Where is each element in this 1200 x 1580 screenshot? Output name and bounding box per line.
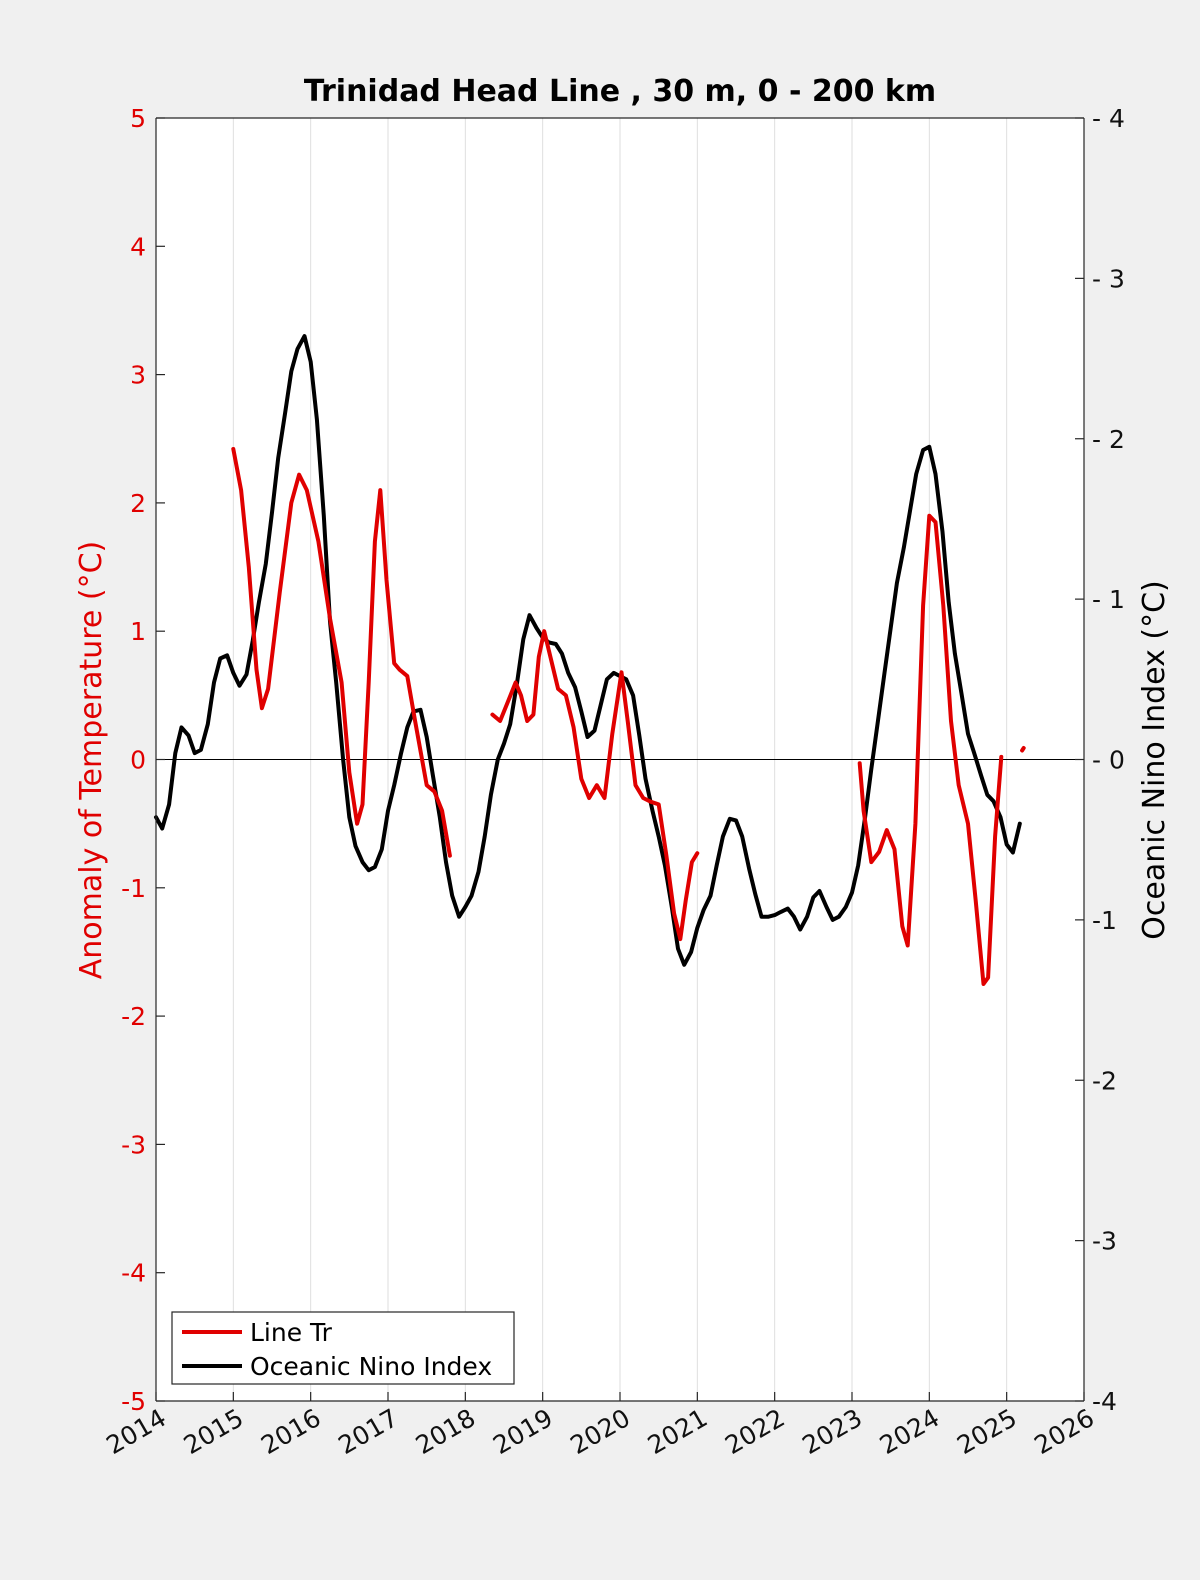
left-tick-label: 5 — [130, 104, 146, 133]
left-tick-label: 4 — [130, 232, 146, 261]
right-tick-label: -4 — [1092, 1387, 1117, 1416]
right-tick-label: -3 — [1092, 1227, 1117, 1256]
right-tick-label: -1 — [1092, 906, 1117, 935]
legend-label-line-tr: Line Tr — [250, 1318, 333, 1347]
chart-title: Trinidad Head Line , 30 m, 0 - 200 km — [304, 74, 936, 109]
left-tick-label: 3 — [130, 361, 146, 390]
series-line-line-tr — [1020, 746, 1026, 753]
left-tick-label: 0 — [130, 746, 146, 775]
right-tick-label: - 4 — [1092, 104, 1125, 133]
right-tick-label: - 3 — [1092, 264, 1125, 293]
legend: Line Tr Oceanic Nino Index — [171, 1311, 515, 1385]
left-tick-label: -3 — [121, 1130, 146, 1159]
left-tick-label: -1 — [121, 874, 146, 903]
right-axis-label: Oceanic Nino Index (°C) — [1137, 580, 1172, 940]
right-tick-label: - 2 — [1092, 425, 1125, 454]
legend-label-oni: Oceanic Nino Index — [250, 1352, 492, 1381]
right-tick-label: - 0 — [1092, 746, 1125, 775]
right-tick-label: - 1 — [1092, 585, 1125, 614]
left-tick-label: 1 — [130, 617, 146, 646]
series-line-oni — [154, 334, 1022, 967]
right-tick-label: -2 — [1092, 1066, 1117, 1095]
left-tick-label: -4 — [121, 1259, 146, 1288]
series-line-line-tr — [490, 629, 700, 942]
left-tick-label: -2 — [121, 1002, 146, 1031]
legend-box — [171, 1311, 515, 1385]
series-layer — [154, 334, 1026, 986]
left-axis-label: Anomaly of Temperature (°C) — [74, 541, 109, 980]
grid-layer — [156, 118, 1084, 1401]
left-tick-label: -5 — [121, 1387, 146, 1416]
left-tick-label: 2 — [130, 489, 146, 518]
series-line-line-tr — [231, 447, 452, 858]
series-line-line-tr — [857, 513, 1004, 986]
